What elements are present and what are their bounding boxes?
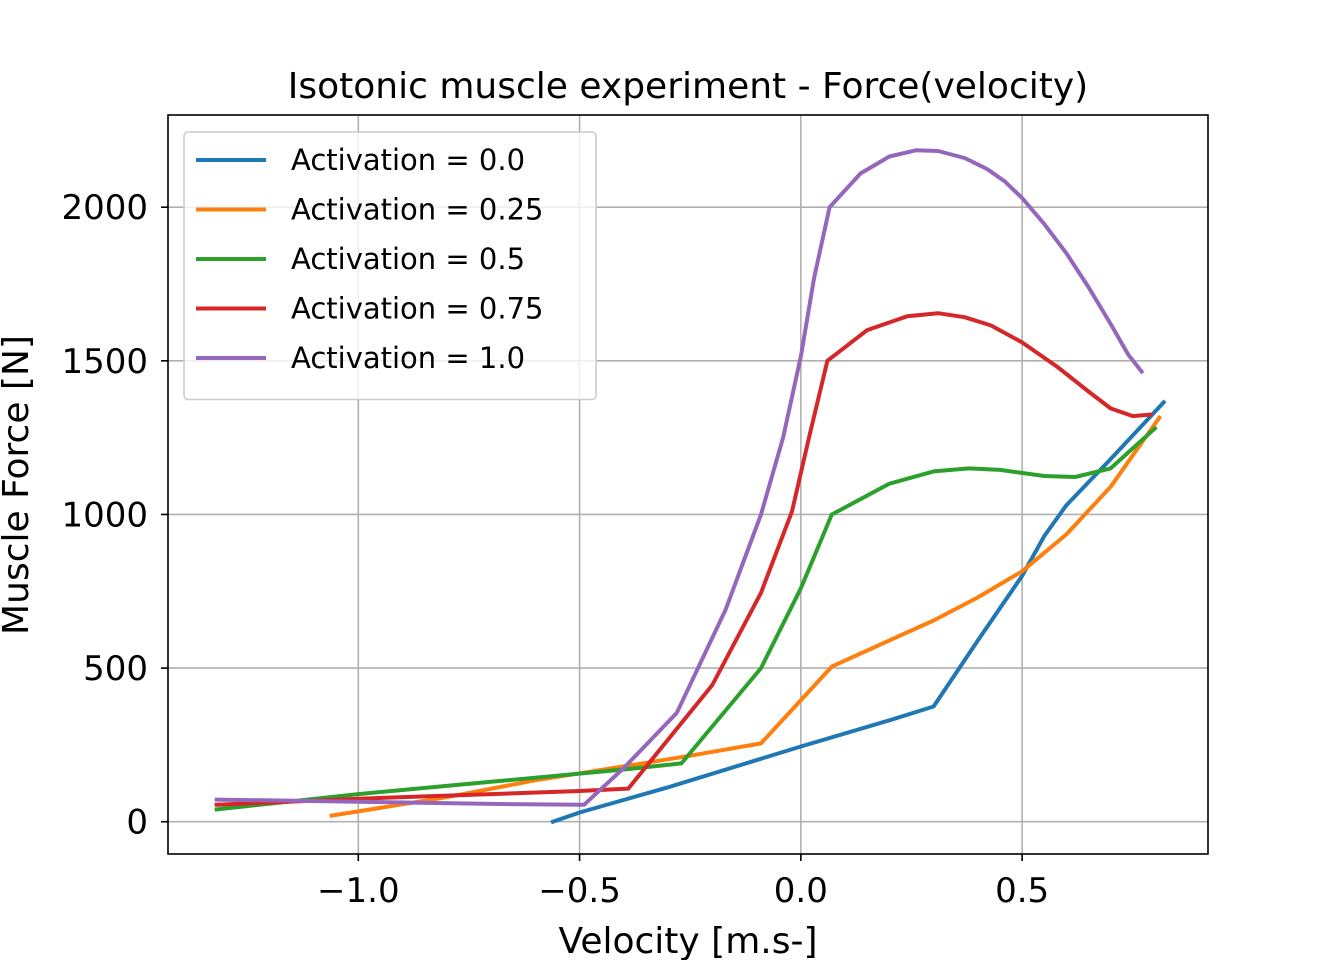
x-tick-label: −1.0 bbox=[317, 871, 400, 911]
plot-area-frame bbox=[167, 114, 1209, 855]
y-tick-label: 1500 bbox=[61, 342, 148, 382]
series-line-2 bbox=[214, 425, 1158, 812]
y-axis-label: Muscle Force [N] bbox=[0, 335, 37, 635]
legend: Activation = 0.0 Activation = 0.25 Activat… bbox=[183, 131, 597, 401]
plot-series bbox=[214, 148, 1167, 825]
legend-label-3: Activation = 0.75 bbox=[291, 292, 544, 326]
axis-ticks: −1.0 −0.5 0.0 0.5 0 500 1000 1500 2000 bbox=[61, 188, 1049, 911]
legend-label-4: Activation = 1.0 bbox=[291, 341, 525, 375]
legend-label-1: Activation = 0.25 bbox=[291, 193, 544, 227]
legend-box bbox=[183, 131, 597, 401]
y-tick-label: 500 bbox=[83, 649, 148, 689]
x-tick-label: −0.5 bbox=[538, 871, 621, 911]
series-line-0 bbox=[550, 399, 1167, 825]
chart-title: Isotonic muscle experiment - Force(veloc… bbox=[288, 66, 1088, 107]
x-tick-label: 0.0 bbox=[774, 871, 828, 911]
series-line-4 bbox=[214, 148, 1145, 807]
x-axis-label: Velocity [m.s-] bbox=[558, 921, 817, 960]
series-line-3 bbox=[214, 311, 1153, 807]
y-tick-label: 0 bbox=[126, 803, 148, 843]
x-tick-label: 0.5 bbox=[995, 871, 1049, 911]
y-tick-label: 1000 bbox=[61, 495, 148, 535]
legend-label-2: Activation = 0.5 bbox=[291, 242, 525, 276]
legend-label-0: Activation = 0.0 bbox=[291, 143, 525, 177]
y-tick-label: 2000 bbox=[61, 188, 148, 228]
